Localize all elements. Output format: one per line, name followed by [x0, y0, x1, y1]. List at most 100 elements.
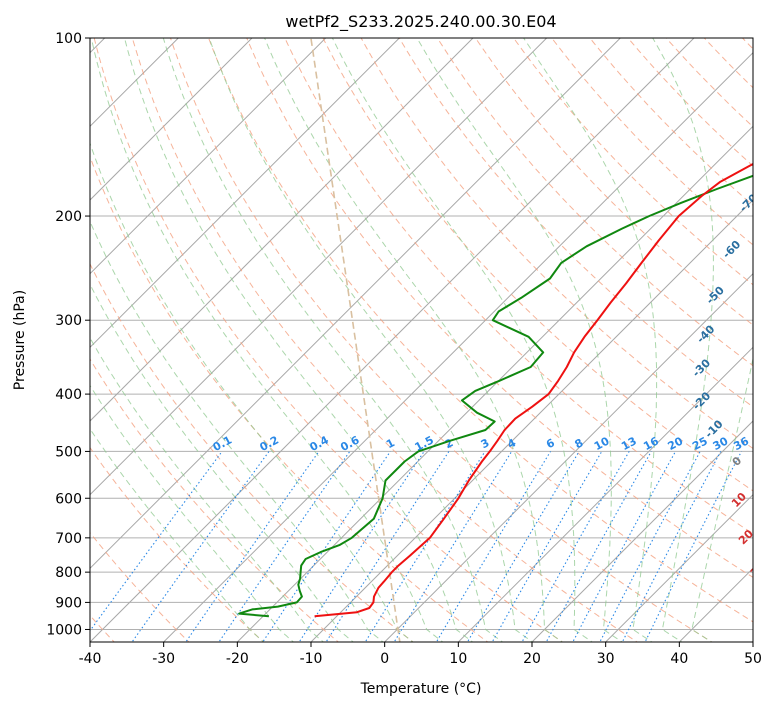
- isotherms: [90, 38, 753, 642]
- profile-series: [238, 162, 753, 618]
- mixing-ratio-label: 13: [619, 434, 639, 453]
- moist-adiabat: [523, 38, 658, 642]
- x-tick-label: -10: [300, 651, 323, 667]
- x-tick-label: -20: [226, 651, 249, 667]
- moist-adiabats: [90, 38, 753, 642]
- y-tick-label: 300: [55, 313, 82, 329]
- x-tick-label: 0: [380, 651, 389, 667]
- y-tick-label: 400: [55, 387, 82, 403]
- mixing-ratio-line: [621, 451, 722, 642]
- isotherm-line: [90, 38, 474, 422]
- moist-adiabat: [652, 38, 714, 642]
- moist-adiabat: [90, 427, 265, 642]
- moist-adiabat: [90, 220, 384, 642]
- dewpoint-line: [238, 174, 753, 618]
- isotherm-line: [531, 420, 753, 642]
- mixing-ratio-label: 36: [731, 434, 751, 453]
- isotherm-line: [90, 38, 327, 275]
- moist-adiabat: [264, 38, 564, 642]
- y-tick-label: 100: [55, 31, 82, 47]
- moist-adiabat: [416, 38, 624, 642]
- mixing-ratio-label: 30: [711, 434, 731, 453]
- temperature-line: [314, 162, 753, 618]
- dry-adiabat: [169, 38, 713, 642]
- moist-adiabat: [90, 38, 444, 642]
- isotherm-line: [90, 38, 548, 496]
- moist-adiabat: [691, 356, 753, 642]
- isotherm-line: [457, 346, 753, 642]
- x-axis-ticks: -40 -30 -20 -10 0 10 20 30 40 50: [79, 642, 762, 667]
- isotherm-line: [163, 51, 753, 642]
- mixing-ratio-label: 16: [641, 434, 661, 453]
- dry-adiabat: [474, 38, 753, 326]
- y-tick-label: 700: [55, 531, 82, 547]
- pressure-gridlines: [90, 38, 753, 630]
- isotherm-line: [236, 125, 753, 642]
- dry-adiabat: [398, 38, 753, 408]
- y-tick-label: 900: [55, 595, 82, 611]
- y-tick-label: 500: [55, 444, 82, 460]
- dry-adiabat: [246, 38, 753, 578]
- dry-adiabat: [90, 262, 414, 642]
- moist-adiabat: [90, 337, 325, 642]
- mixing-ratio-line: [545, 451, 652, 642]
- mixing-ratio-line: [572, 451, 676, 642]
- dry-adiabat: [93, 38, 564, 642]
- plot-frame: [89, 37, 754, 643]
- y-tick-label: 1000: [46, 622, 82, 638]
- dry-adiabat: [284, 38, 753, 535]
- mixing-ratio-lines: [90, 451, 742, 642]
- moist-adiabat: [162, 38, 504, 642]
- dry-adiabats: [90, 38, 753, 642]
- y-tick-label: 200: [55, 209, 82, 225]
- moist-adiabat: [208, 38, 534, 642]
- dry-adiabat: [436, 38, 753, 367]
- mixing-ratio-label: 20: [666, 434, 686, 453]
- plot-area: 0.10.20.40.611.52346810131620253036-100-…: [90, 38, 768, 642]
- mixing-ratio-line: [435, 451, 552, 642]
- dry-adiabat: [90, 155, 489, 642]
- isotherm-line: [605, 493, 753, 642]
- x-tick-label: 40: [670, 651, 688, 667]
- moist-adiabat: [331, 38, 594, 642]
- mixing-ratio-label: 25: [690, 434, 710, 453]
- chart-title: wetPf2_S233.2025.240.00.30.E04: [285, 12, 556, 32]
- dry-adiabat: [627, 38, 753, 167]
- mixing-ratio-line: [393, 451, 513, 642]
- isotherm-line: [90, 38, 695, 642]
- moist-adiabat: [90, 384, 295, 642]
- mixing-ratio-line: [466, 451, 580, 642]
- mixing-ratio-line: [325, 451, 450, 642]
- y-tick-label: 800: [55, 565, 82, 581]
- mixing-ratio-line: [218, 451, 351, 642]
- mixing-ratio-line: [131, 451, 270, 642]
- y-tick-label: 600: [55, 491, 82, 507]
- isotherm-line: [90, 38, 253, 201]
- mixing-ratio-label: 10: [592, 434, 612, 453]
- x-axis-title: Temperature (°C): [360, 681, 482, 697]
- y-axis-ticks: 1000 900 800 700 600 500 400 300 200 100: [46, 31, 90, 638]
- mixing-ratio-line: [185, 451, 320, 642]
- x-tick-label: -30: [152, 651, 175, 667]
- dry-adiabat: [131, 38, 639, 642]
- isotherm-value-label: 30: [748, 559, 768, 579]
- mixing-ratio-line: [599, 451, 701, 642]
- isotherm-line: [90, 38, 621, 570]
- x-tick-label: 30: [597, 651, 615, 667]
- x-tick-label: 50: [744, 651, 762, 667]
- dry-adiabat: [513, 38, 753, 286]
- dry-adiabat: [360, 38, 753, 450]
- plot-background: [90, 38, 753, 642]
- isotherm-line: [90, 38, 400, 349]
- mixing-ratio-line: [298, 451, 425, 642]
- reference-dashed-curve: [310, 38, 401, 642]
- mixing-ratio-line: [262, 451, 391, 642]
- moist-adiabat: [90, 141, 414, 642]
- moist-adiabat: [90, 283, 355, 642]
- isotherm-line: [384, 272, 753, 642]
- dry-adiabat: [208, 38, 753, 623]
- y-axis-title: Pressure (hPa): [12, 290, 28, 390]
- dry-adiabat: [90, 446, 265, 642]
- isotherm-line: [310, 199, 753, 642]
